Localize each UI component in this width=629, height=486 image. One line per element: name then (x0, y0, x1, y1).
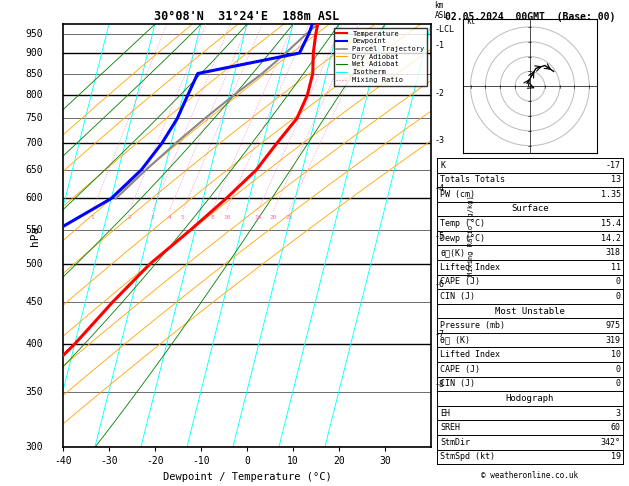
Text: 550: 550 (25, 225, 43, 235)
Text: 8: 8 (210, 215, 214, 220)
Text: 15.4: 15.4 (601, 219, 621, 228)
Text: -5: -5 (435, 232, 445, 241)
Text: 10: 10 (223, 215, 230, 220)
Text: 1: 1 (91, 215, 94, 220)
Text: 700: 700 (25, 138, 43, 148)
Text: 319: 319 (606, 336, 621, 345)
Text: EH: EH (440, 409, 450, 417)
Text: 0: 0 (616, 292, 621, 301)
Text: Lifted Index: Lifted Index (440, 350, 500, 359)
Text: Dewp (°C): Dewp (°C) (440, 234, 486, 243)
Text: CAPE (J): CAPE (J) (440, 365, 481, 374)
Text: Most Unstable: Most Unstable (495, 307, 565, 315)
Text: PW (cm): PW (cm) (440, 190, 476, 199)
Text: 11: 11 (611, 263, 621, 272)
Text: 4: 4 (167, 215, 171, 220)
Text: 750: 750 (25, 113, 43, 123)
Text: 900: 900 (25, 48, 43, 58)
Text: 450: 450 (25, 296, 43, 307)
Text: -3: -3 (435, 136, 445, 145)
Text: 02.05.2024  00GMT  (Base: 00): 02.05.2024 00GMT (Base: 00) (445, 12, 615, 22)
Text: -8: -8 (435, 380, 445, 389)
Text: © weatheronline.co.uk: © weatheronline.co.uk (481, 471, 579, 481)
Text: 975: 975 (606, 321, 621, 330)
Text: 600: 600 (25, 193, 43, 204)
Text: 13: 13 (611, 175, 621, 184)
Text: 0: 0 (616, 365, 621, 374)
Text: 14.2: 14.2 (601, 234, 621, 243)
Text: 400: 400 (25, 339, 43, 349)
Text: 850: 850 (25, 69, 43, 79)
X-axis label: Dewpoint / Temperature (°C): Dewpoint / Temperature (°C) (162, 472, 331, 482)
Text: K: K (440, 161, 445, 170)
Text: θᴇ (K): θᴇ (K) (440, 336, 470, 345)
Text: Totals Totals: Totals Totals (440, 175, 505, 184)
Text: 350: 350 (25, 387, 43, 397)
Text: -7: -7 (435, 330, 445, 339)
Text: -2: -2 (435, 88, 445, 98)
Text: SREH: SREH (440, 423, 460, 432)
Text: 5: 5 (181, 215, 185, 220)
Text: 0: 0 (616, 278, 621, 286)
Text: 300: 300 (25, 442, 43, 452)
Text: CIN (J): CIN (J) (440, 380, 476, 388)
Text: 10: 10 (611, 350, 621, 359)
Legend: Temperature, Dewpoint, Parcel Trajectory, Dry Adiobat, Wet Adiobat, Isotherm, Mi: Temperature, Dewpoint, Parcel Trajectory… (333, 28, 427, 86)
Text: hPa: hPa (30, 226, 40, 246)
Text: 342°: 342° (601, 438, 621, 447)
Text: -6: -6 (435, 280, 445, 289)
Text: Pressure (mb): Pressure (mb) (440, 321, 505, 330)
Text: 16: 16 (254, 215, 262, 220)
Text: Temp (°C): Temp (°C) (440, 219, 486, 228)
Text: Lifted Index: Lifted Index (440, 263, 500, 272)
Text: 2: 2 (128, 215, 131, 220)
Text: 1.35: 1.35 (601, 190, 621, 199)
Text: CAPE (J): CAPE (J) (440, 278, 481, 286)
Text: 318: 318 (606, 248, 621, 257)
Text: θᴇ(K): θᴇ(K) (440, 248, 465, 257)
Text: km
ASL: km ASL (435, 0, 448, 20)
Text: 3: 3 (150, 215, 154, 220)
Text: kt: kt (466, 17, 476, 26)
Text: 20: 20 (270, 215, 277, 220)
Text: -LCL: -LCL (435, 25, 455, 35)
Text: -17: -17 (606, 161, 621, 170)
Text: 25: 25 (286, 215, 293, 220)
Text: StmDir: StmDir (440, 438, 470, 447)
Text: Hodograph: Hodograph (506, 394, 554, 403)
Text: 0: 0 (616, 380, 621, 388)
Text: StmSpd (kt): StmSpd (kt) (440, 452, 495, 461)
Text: 19: 19 (611, 452, 621, 461)
Text: 3: 3 (616, 409, 621, 417)
Text: -1: -1 (435, 41, 445, 50)
Text: 650: 650 (25, 165, 43, 175)
Text: -4: -4 (435, 184, 445, 193)
Text: 60: 60 (611, 423, 621, 432)
Title: 30°08'N  31°24'E  188m ASL: 30°08'N 31°24'E 188m ASL (154, 10, 340, 23)
Text: Surface: Surface (511, 205, 548, 213)
Text: 500: 500 (25, 259, 43, 269)
Text: CIN (J): CIN (J) (440, 292, 476, 301)
Text: Mixing Ratio (g/kg): Mixing Ratio (g/kg) (467, 195, 474, 276)
Text: 800: 800 (25, 90, 43, 100)
Text: 950: 950 (25, 29, 43, 38)
